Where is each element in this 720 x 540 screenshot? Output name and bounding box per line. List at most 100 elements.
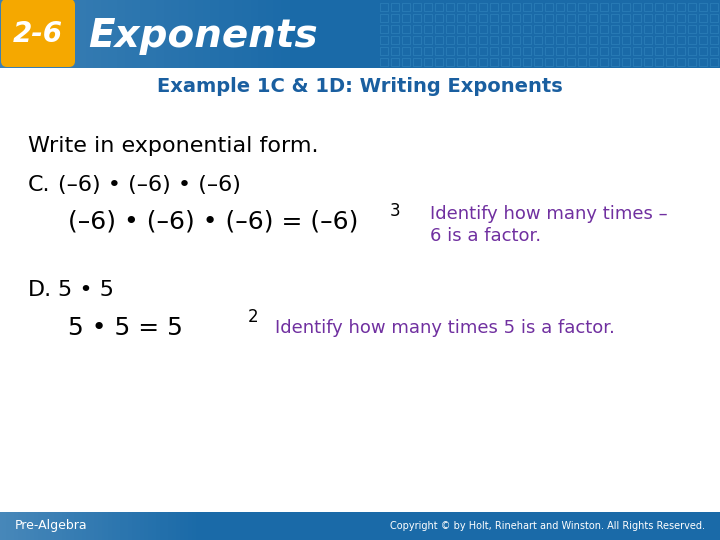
Bar xyxy=(501,36,509,44)
Bar xyxy=(75,0,76,68)
Text: Example 1C & 1D: Writing Exponents: Example 1C & 1D: Writing Exponents xyxy=(157,78,563,97)
Bar xyxy=(501,58,509,66)
Bar xyxy=(93,0,94,68)
Bar xyxy=(277,0,279,68)
Bar xyxy=(523,14,531,22)
Bar xyxy=(10,512,12,540)
Bar xyxy=(446,14,454,22)
Bar xyxy=(246,0,248,68)
Bar xyxy=(380,25,388,33)
Bar xyxy=(457,14,465,22)
Bar xyxy=(8,512,10,540)
Bar xyxy=(120,0,122,68)
Bar xyxy=(6,512,8,540)
Bar xyxy=(413,36,421,44)
Bar xyxy=(166,512,168,540)
Bar xyxy=(63,0,65,68)
Bar xyxy=(132,512,134,540)
Bar xyxy=(14,512,16,540)
Text: D.: D. xyxy=(28,280,52,300)
Bar xyxy=(501,25,509,33)
Bar xyxy=(102,0,104,68)
Bar xyxy=(279,0,281,68)
Bar xyxy=(107,0,108,68)
Bar xyxy=(39,0,40,68)
Bar xyxy=(97,0,99,68)
Bar xyxy=(222,0,223,68)
Bar xyxy=(457,47,465,55)
Bar xyxy=(468,36,476,44)
Bar xyxy=(194,512,196,540)
Bar xyxy=(176,512,178,540)
Bar xyxy=(288,0,289,68)
Bar xyxy=(9,0,11,68)
Bar xyxy=(207,0,209,68)
Bar xyxy=(181,0,183,68)
Bar xyxy=(655,3,663,11)
Bar xyxy=(144,0,145,68)
Bar xyxy=(66,0,68,68)
Bar xyxy=(276,0,277,68)
Bar xyxy=(468,47,476,55)
Bar xyxy=(677,25,685,33)
Bar xyxy=(189,0,191,68)
Bar xyxy=(162,0,163,68)
Bar xyxy=(545,58,553,66)
Bar xyxy=(17,0,18,68)
Bar xyxy=(108,512,110,540)
Bar xyxy=(252,0,253,68)
Bar xyxy=(710,36,718,44)
Bar xyxy=(220,0,222,68)
Bar xyxy=(578,14,586,22)
Bar xyxy=(468,25,476,33)
Bar xyxy=(479,58,487,66)
Bar xyxy=(60,512,62,540)
Bar xyxy=(567,14,575,22)
Bar xyxy=(223,0,225,68)
Bar xyxy=(182,512,184,540)
Bar xyxy=(53,0,54,68)
Bar xyxy=(299,0,300,68)
Text: 2: 2 xyxy=(248,308,258,326)
Bar xyxy=(153,0,155,68)
Bar xyxy=(30,0,32,68)
Bar xyxy=(57,0,58,68)
Bar xyxy=(151,0,153,68)
Bar xyxy=(284,0,285,68)
Bar xyxy=(83,0,84,68)
Bar xyxy=(490,58,498,66)
Bar xyxy=(148,0,150,68)
Bar xyxy=(402,3,410,11)
Bar xyxy=(213,0,215,68)
Bar xyxy=(216,0,217,68)
Bar xyxy=(468,3,476,11)
Bar xyxy=(48,0,50,68)
Bar xyxy=(183,0,184,68)
Bar xyxy=(556,14,564,22)
Bar xyxy=(270,0,271,68)
Bar xyxy=(512,25,520,33)
Bar xyxy=(73,0,75,68)
Bar xyxy=(600,25,608,33)
Bar xyxy=(99,0,101,68)
Bar xyxy=(479,47,487,55)
Bar xyxy=(38,512,40,540)
Bar xyxy=(24,512,26,540)
Bar xyxy=(380,58,388,66)
Bar xyxy=(699,3,707,11)
Bar xyxy=(70,512,72,540)
Bar xyxy=(534,14,542,22)
Bar xyxy=(534,25,542,33)
Bar xyxy=(48,512,50,540)
Bar xyxy=(56,512,58,540)
Bar xyxy=(545,47,553,55)
Bar xyxy=(589,47,597,55)
Bar xyxy=(176,0,177,68)
Bar xyxy=(281,0,282,68)
Bar xyxy=(468,58,476,66)
Bar xyxy=(47,0,48,68)
Bar xyxy=(124,512,126,540)
Bar xyxy=(72,0,73,68)
Bar xyxy=(144,512,146,540)
Bar xyxy=(380,3,388,11)
